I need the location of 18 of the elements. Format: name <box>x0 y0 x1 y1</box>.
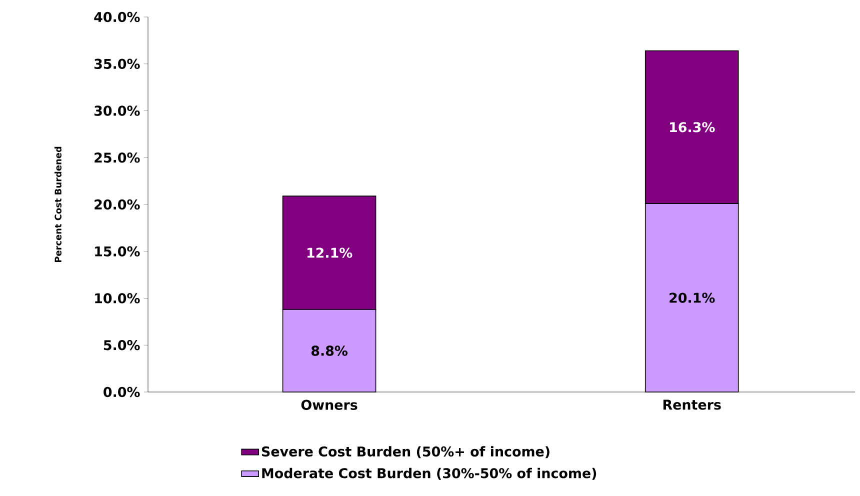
y-tick-label: 40.0% <box>94 12 140 22</box>
data-label: 20.1% <box>670 292 715 303</box>
y-tick-label: 0.0% <box>104 386 140 398</box>
y-axis-title: Percent Cost Burdened <box>54 146 62 262</box>
y-tick-label: 15.0% <box>95 246 140 256</box>
y-tick-label: 5.0% <box>104 340 140 350</box>
x-tick-label: Renters <box>663 400 721 410</box>
y-tick-label: 35.0% <box>94 58 140 69</box>
y-tick-label: 30.0% <box>94 106 140 116</box>
legend-label: Severe Cost Burden (50%+ of income) <box>262 446 550 458</box>
data-label: 16.3% <box>670 122 715 132</box>
data-label: 12.1% <box>307 248 352 258</box>
legend-label: Moderate Cost Burden (30%-50% of income) <box>262 468 596 480</box>
data-label: 8.8% <box>311 346 348 356</box>
y-tick-label: 20.0% <box>94 199 140 210</box>
x-tick-label: Owners <box>301 400 358 410</box>
y-tick-label: 10.0% <box>95 293 140 304</box>
y-tick-label: 25.0% <box>94 152 140 163</box>
